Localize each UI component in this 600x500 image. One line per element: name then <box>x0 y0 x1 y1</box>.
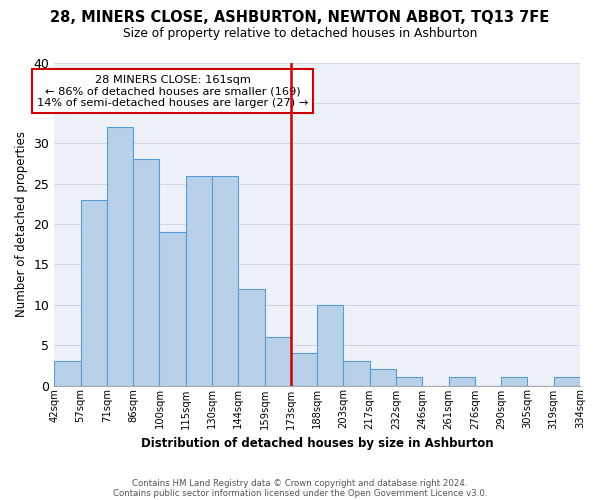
Bar <box>212 176 238 386</box>
Bar <box>54 362 80 386</box>
Bar <box>317 305 343 386</box>
Bar <box>80 200 107 386</box>
Bar <box>370 370 396 386</box>
Text: Contains public sector information licensed under the Open Government Licence v3: Contains public sector information licen… <box>113 488 487 498</box>
Text: 28 MINERS CLOSE: 161sqm
← 86% of detached houses are smaller (169)
14% of semi-d: 28 MINERS CLOSE: 161sqm ← 86% of detache… <box>37 74 308 108</box>
Text: Size of property relative to detached houses in Ashburton: Size of property relative to detached ho… <box>123 28 477 40</box>
Bar <box>291 353 317 386</box>
Bar <box>238 288 265 386</box>
Bar <box>449 378 475 386</box>
Bar <box>160 232 186 386</box>
Y-axis label: Number of detached properties: Number of detached properties <box>15 131 28 317</box>
Text: Contains HM Land Registry data © Crown copyright and database right 2024.: Contains HM Land Registry data © Crown c… <box>132 478 468 488</box>
Bar <box>396 378 422 386</box>
Bar <box>133 160 160 386</box>
Bar <box>107 127 133 386</box>
Bar <box>265 337 291 386</box>
Bar <box>343 362 370 386</box>
Bar <box>186 176 212 386</box>
Bar <box>554 378 580 386</box>
Text: 28, MINERS CLOSE, ASHBURTON, NEWTON ABBOT, TQ13 7FE: 28, MINERS CLOSE, ASHBURTON, NEWTON ABBO… <box>50 10 550 25</box>
Bar <box>501 378 527 386</box>
X-axis label: Distribution of detached houses by size in Ashburton: Distribution of detached houses by size … <box>141 437 493 450</box>
